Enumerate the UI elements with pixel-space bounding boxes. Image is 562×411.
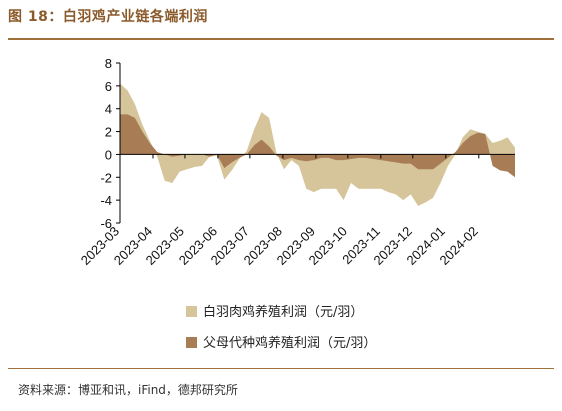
source-note: 资料来源：博亚和讯，iFind，德邦研究所 <box>18 383 238 397</box>
legend-label-2: 父母代种鸡养殖利润（元/羽） <box>203 335 376 351</box>
y-tick-label: -4 <box>100 193 112 208</box>
area-series-2 <box>120 114 515 178</box>
y-tick-label: 6 <box>105 79 112 94</box>
y-tick-label: 0 <box>105 147 112 162</box>
chart-legend: 白羽肉鸡养殖利润（元/羽） 父母代种鸡养殖利润（元/羽） <box>186 304 376 351</box>
legend-swatch-2 <box>186 337 197 348</box>
area-series-1 <box>120 83 515 206</box>
y-tick-label: 2 <box>105 125 112 140</box>
figure-title: 图 18：白羽鸡产业链各端利润 <box>8 9 208 25</box>
y-tick-label: -6 <box>100 216 112 231</box>
footer-rule <box>8 368 554 369</box>
title-rule <box>8 38 554 40</box>
chart-areas <box>120 83 515 206</box>
legend-label-1: 白羽肉鸡养殖利润（元/羽） <box>203 304 363 320</box>
y-tick-label: 8 <box>105 56 112 71</box>
legend-swatch-1 <box>186 306 197 317</box>
y-tick-label: -2 <box>100 170 112 185</box>
y-tick-label: 4 <box>105 102 112 117</box>
